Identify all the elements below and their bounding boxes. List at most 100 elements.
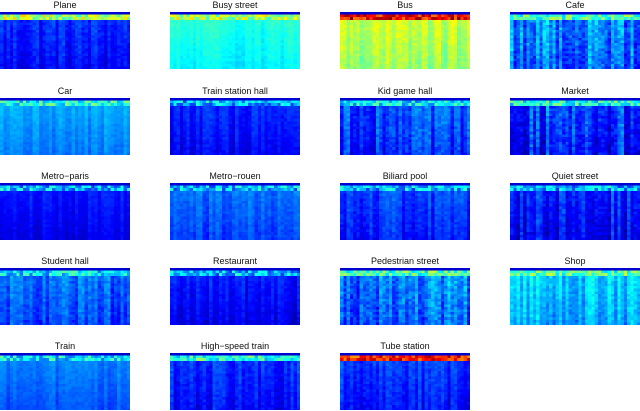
heatmap-cell: [126, 98, 130, 101]
heatmap-cell: [427, 43, 432, 46]
heatmap-cell: [283, 118, 288, 122]
heatmap-cell: [414, 53, 419, 57]
heatmap-cell: [431, 30, 435, 34]
heatmap-cell: [100, 37, 105, 41]
heatmap-cell: [173, 22, 177, 26]
heatmap-cell: [283, 37, 288, 41]
heatmap-cell: [35, 123, 40, 127]
heatmap-cell: [565, 27, 569, 31]
heatmap-cell: [100, 110, 105, 114]
heatmap-cell: [280, 43, 285, 46]
heatmap-cell: [170, 129, 174, 132]
heatmap-cell: [58, 118, 63, 122]
heatmap-cell: [382, 58, 386, 62]
heatmap-cell: [222, 27, 226, 31]
heatmap-cell: [192, 22, 197, 26]
heatmap-cell: [388, 61, 393, 65]
heatmap-cell: [58, 123, 63, 127]
heatmap-cell: [447, 35, 451, 39]
heatmap-cell: [189, 98, 194, 101]
heatmap-cell: [231, 116, 236, 120]
heatmap-cell: [209, 50, 213, 54]
heatmap-cell: [192, 50, 197, 54]
heatmap-cell: [71, 63, 76, 67]
heatmap-cell: [84, 129, 89, 132]
heatmap-cell: [392, 12, 396, 15]
heatmap-cell: [539, 50, 543, 54]
heatmap-cell: [0, 63, 4, 67]
heatmap-cell: [340, 14, 344, 18]
heatmap-cell: [228, 116, 233, 120]
heatmap-cell: [215, 14, 220, 18]
heatmap-cell: [513, 24, 517, 28]
heatmap-cell: [257, 43, 262, 46]
heatmap-cell: [87, 134, 92, 138]
heatmap-cell: [218, 123, 223, 127]
heatmap-cell: [385, 58, 390, 62]
heatmap-cell: [296, 103, 300, 107]
heatmap-cell: [26, 98, 30, 101]
heatmap-cell: [209, 100, 213, 104]
heatmap-cell: [241, 121, 246, 125]
heatmap-cell: [277, 131, 281, 135]
heatmap-cell: [264, 126, 268, 130]
heatmap-cell: [251, 121, 255, 125]
heatmap-cell: [614, 43, 618, 46]
heatmap-cell: [9, 147, 14, 151]
heatmap-cell: [179, 24, 184, 28]
heatmap-cell: [6, 27, 11, 31]
heatmap-cell: [431, 61, 435, 65]
heatmap-cell: [192, 121, 197, 125]
heatmap-cell: [186, 43, 190, 46]
heatmap-cell: [35, 149, 40, 153]
heatmap-cell: [218, 50, 223, 54]
heatmap-cell: [9, 32, 14, 36]
panel-title: Plane: [53, 0, 77, 10]
heatmap-cell: [604, 43, 608, 46]
heatmap-cell: [78, 129, 82, 132]
heatmap-cell: [222, 22, 226, 26]
heatmap-cell: [87, 19, 92, 23]
heatmap-cell: [87, 24, 92, 28]
heatmap-cell: [186, 116, 190, 120]
heatmap-cell: [0, 66, 4, 69]
heatmap-cell: [440, 17, 445, 21]
heatmap-cell: [209, 27, 213, 31]
heatmap-cell: [173, 43, 177, 46]
heatmap-cell: [280, 48, 285, 52]
heatmap-cell: [173, 63, 177, 67]
heatmap-cell: [189, 17, 194, 21]
heatmap-cell: [267, 98, 272, 101]
heatmap-cell: [202, 66, 207, 69]
heatmap-cell: [241, 61, 246, 65]
heatmap-cell: [545, 45, 550, 49]
heatmap-cell: [94, 136, 98, 140]
heatmap-cell: [346, 37, 351, 41]
heatmap-cell: [614, 30, 618, 34]
heatmap-cell: [424, 22, 429, 26]
heatmap-cell: [287, 48, 291, 52]
heatmap-cell: [110, 108, 115, 112]
heatmap-cell: [636, 45, 640, 49]
heatmap-cell: [261, 118, 265, 122]
heatmap-cell: [343, 40, 347, 44]
heatmap-cell: [74, 27, 79, 31]
heatmap-cell: [280, 56, 285, 59]
heatmap-cell: [231, 30, 236, 34]
heatmap-cell: [19, 50, 24, 54]
heatmap-cell: [440, 61, 445, 65]
heatmap-cell: [186, 53, 190, 57]
heatmap-cell: [591, 66, 595, 69]
heatmap-cell: [437, 12, 442, 15]
heatmap-cell: [32, 103, 37, 107]
heatmap-cell: [290, 22, 294, 26]
heatmap-cell: [392, 14, 396, 18]
heatmap-cell: [447, 32, 451, 36]
heatmap-cell: [555, 37, 560, 41]
heatmap-cell: [248, 116, 252, 120]
heatmap-cell: [353, 35, 357, 39]
heatmap-cell: [349, 35, 354, 39]
heatmap-cell: [601, 12, 605, 15]
heatmap-cell: [571, 66, 576, 69]
heatmap-cell: [552, 30, 556, 34]
